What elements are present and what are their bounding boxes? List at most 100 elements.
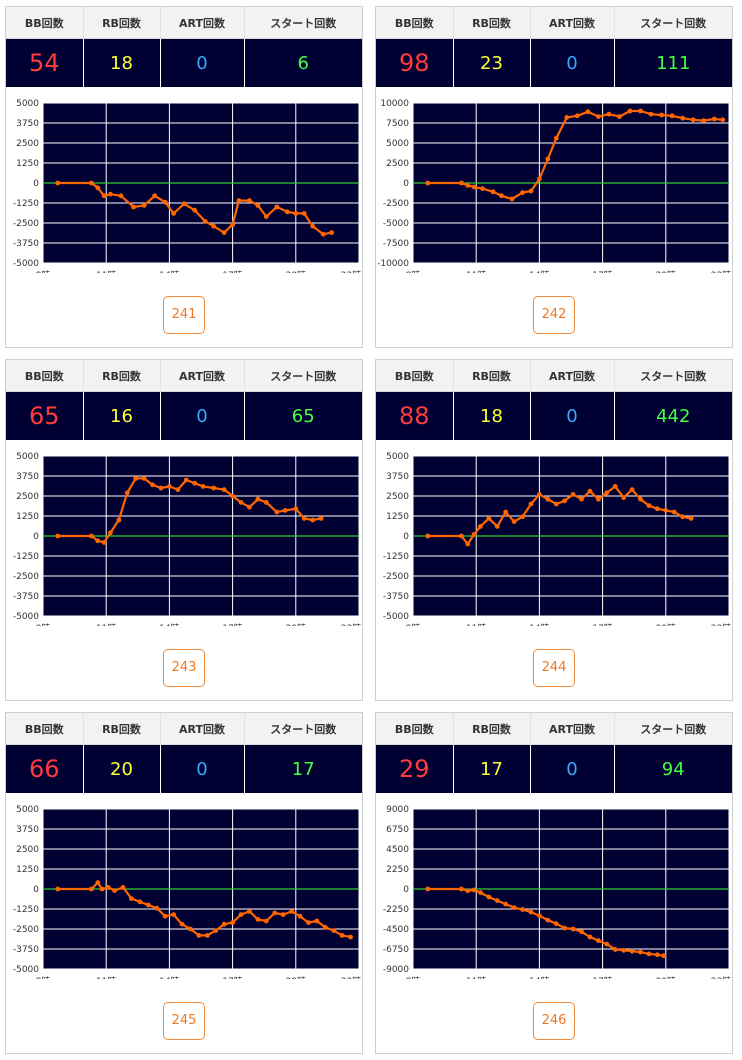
machine-number-button[interactable]: 241	[163, 296, 205, 334]
data-point	[659, 112, 664, 118]
machine-number-button[interactable]: 243	[163, 649, 205, 687]
data-point	[141, 203, 147, 208]
y-tick-label: 4500	[386, 845, 409, 855]
stats-table: BB回数 RB回数 ART回数 スタート回数 54 18 0 6	[6, 7, 362, 87]
data-point	[621, 947, 627, 953]
x-tick-label: 11時	[466, 623, 486, 626]
data-point	[89, 180, 94, 186]
machine-number-button[interactable]: 245	[163, 1002, 205, 1040]
data-point	[192, 207, 198, 213]
x-tick-label: 17時	[222, 623, 242, 626]
y-tick-label: 1250	[16, 865, 39, 875]
data-point	[621, 495, 627, 500]
data-point	[494, 524, 500, 529]
rb-count: 20	[83, 744, 161, 793]
data-point	[221, 487, 227, 492]
start-header: スタート回数	[614, 7, 732, 39]
data-point	[471, 184, 477, 190]
x-tick-label: 20時	[286, 270, 306, 273]
y-tick-label: -5000	[383, 219, 409, 229]
data-point	[263, 500, 269, 505]
data-point	[293, 211, 299, 216]
data-point	[101, 540, 107, 545]
y-tick-label: -5000	[13, 612, 39, 622]
machine-number-button[interactable]: 246	[533, 1002, 575, 1040]
data-point	[562, 498, 568, 504]
data-point	[465, 183, 471, 188]
data-point	[537, 176, 542, 182]
start-count: 6	[244, 38, 362, 87]
machine-card: BB回数 RB回数 ART回数 スタート回数 54 18 0 6 5000 3750 2500 125…	[5, 6, 363, 348]
data-point	[648, 111, 654, 117]
data-point	[162, 913, 168, 919]
y-tick-label: -3750	[383, 592, 409, 602]
data-point	[459, 180, 464, 186]
y-tick-label: 0	[403, 532, 409, 542]
data-point	[175, 487, 181, 492]
x-tick-label: 11時	[466, 270, 486, 273]
data-point	[101, 193, 107, 199]
data-point	[595, 938, 601, 943]
y-tick-label: -1250	[383, 552, 409, 562]
data-point	[183, 477, 189, 483]
art-header: ART回数	[530, 713, 615, 745]
data-point	[181, 201, 187, 207]
y-tick-label: 2500	[386, 159, 409, 169]
data-point	[263, 918, 269, 924]
data-point	[129, 896, 134, 901]
x-tick-label: 17時	[592, 270, 612, 273]
data-point	[638, 949, 643, 955]
x-tick-label: 11時	[96, 270, 116, 273]
y-tick-label: 2500	[16, 492, 39, 502]
data-point	[690, 117, 696, 123]
y-tick-label: 1250	[386, 512, 409, 522]
data-point	[348, 934, 353, 940]
y-tick-label: -2250	[383, 905, 409, 915]
art-count: 0	[530, 744, 615, 793]
y-tick-label: 5000	[16, 99, 39, 109]
stats-table: BB回数 RB回数 ART回数 スタート回数 66 20 0 17	[6, 713, 362, 793]
data-point	[511, 519, 517, 524]
data-point	[629, 487, 635, 492]
data-point	[425, 886, 431, 892]
machine-number-button[interactable]: 244	[533, 649, 575, 687]
y-tick-label: 10000	[380, 99, 409, 109]
data-point	[274, 204, 280, 210]
data-point	[604, 490, 610, 496]
y-tick-label: 1250	[16, 512, 39, 522]
data-point	[486, 516, 492, 521]
start-count: 442	[614, 391, 732, 440]
start-count: 65	[244, 391, 362, 440]
y-tick-label: -3750	[13, 592, 39, 602]
data-point	[537, 492, 542, 497]
data-point	[301, 211, 307, 216]
data-point	[638, 496, 643, 502]
data-point	[478, 524, 483, 529]
machine-number-button[interactable]: 242	[533, 296, 575, 334]
y-tick-label: -2500	[383, 572, 409, 582]
start-header: スタート回数	[244, 360, 362, 392]
rb-count: 16	[83, 391, 161, 440]
y-tick-label: -3750	[13, 239, 39, 249]
data-point	[564, 115, 570, 120]
data-point	[221, 921, 227, 927]
x-tick-label: 11時	[96, 623, 116, 626]
data-point	[162, 199, 168, 205]
data-point	[459, 533, 464, 539]
data-point	[211, 223, 217, 229]
data-point	[465, 888, 471, 894]
data-point	[145, 902, 151, 908]
x-tick-label: 14時	[159, 623, 179, 626]
data-point	[503, 901, 509, 907]
data-point	[118, 193, 124, 199]
bb-count: 66	[6, 744, 84, 793]
data-point	[306, 920, 311, 925]
x-tick-label: 14時	[159, 270, 179, 273]
data-point	[587, 934, 593, 940]
data-point	[528, 501, 534, 507]
data-point	[137, 899, 143, 905]
art-header: ART回数	[530, 7, 615, 39]
data-point	[585, 109, 591, 115]
series-line	[57, 181, 332, 236]
data-point	[200, 484, 206, 489]
